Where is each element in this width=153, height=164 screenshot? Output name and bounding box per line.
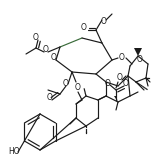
- Polygon shape: [134, 48, 142, 56]
- Polygon shape: [114, 96, 118, 102]
- Text: O: O: [105, 79, 111, 88]
- Text: O: O: [43, 45, 49, 54]
- Text: O: O: [119, 53, 125, 62]
- Text: O: O: [75, 83, 81, 92]
- Text: O: O: [123, 80, 129, 89]
- Text: O: O: [137, 55, 143, 64]
- Text: O: O: [33, 32, 39, 41]
- Text: O: O: [63, 80, 69, 89]
- Text: O: O: [101, 18, 107, 27]
- Text: O: O: [47, 92, 53, 102]
- Text: O: O: [51, 53, 57, 62]
- Text: O: O: [117, 73, 123, 82]
- Text: O: O: [81, 22, 87, 31]
- Text: HO: HO: [8, 147, 20, 156]
